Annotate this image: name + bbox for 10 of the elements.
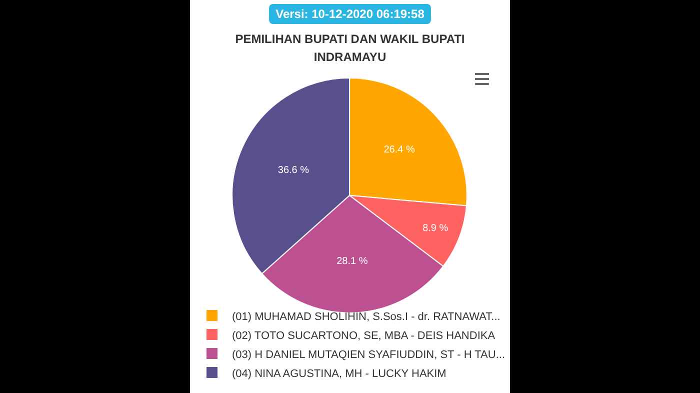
data-label: 8.9 %: [422, 222, 448, 234]
legend-label: (04) NINA AGUSTINA, MH - LUCKY HAKIM: [232, 368, 446, 380]
legend-label: (02) TOTO SUCARTONO, SE, MBA - DEIS HANDIKA: [232, 330, 496, 342]
data-label: 26.4 %: [384, 144, 415, 156]
data-label: 28.1 %: [336, 256, 368, 268]
legend-label: (03) H DANIEL MUTAQIEN SYAFIUDDIN, ST - H TAU...: [232, 348, 505, 361]
chart-title: PEMILIHAN BUPATI DAN WAKIL BUPATI INDRAMAYU: [234, 31, 466, 66]
data-label: 36.6 %: [278, 164, 310, 176]
legend-label: (01) MUHAMAD SHOLIHIN, S.Sos.I - dr. RATNAWAT...: [232, 310, 500, 323]
text: Versi: 10-12-2020 06:19:58: [268, 4, 432, 24]
